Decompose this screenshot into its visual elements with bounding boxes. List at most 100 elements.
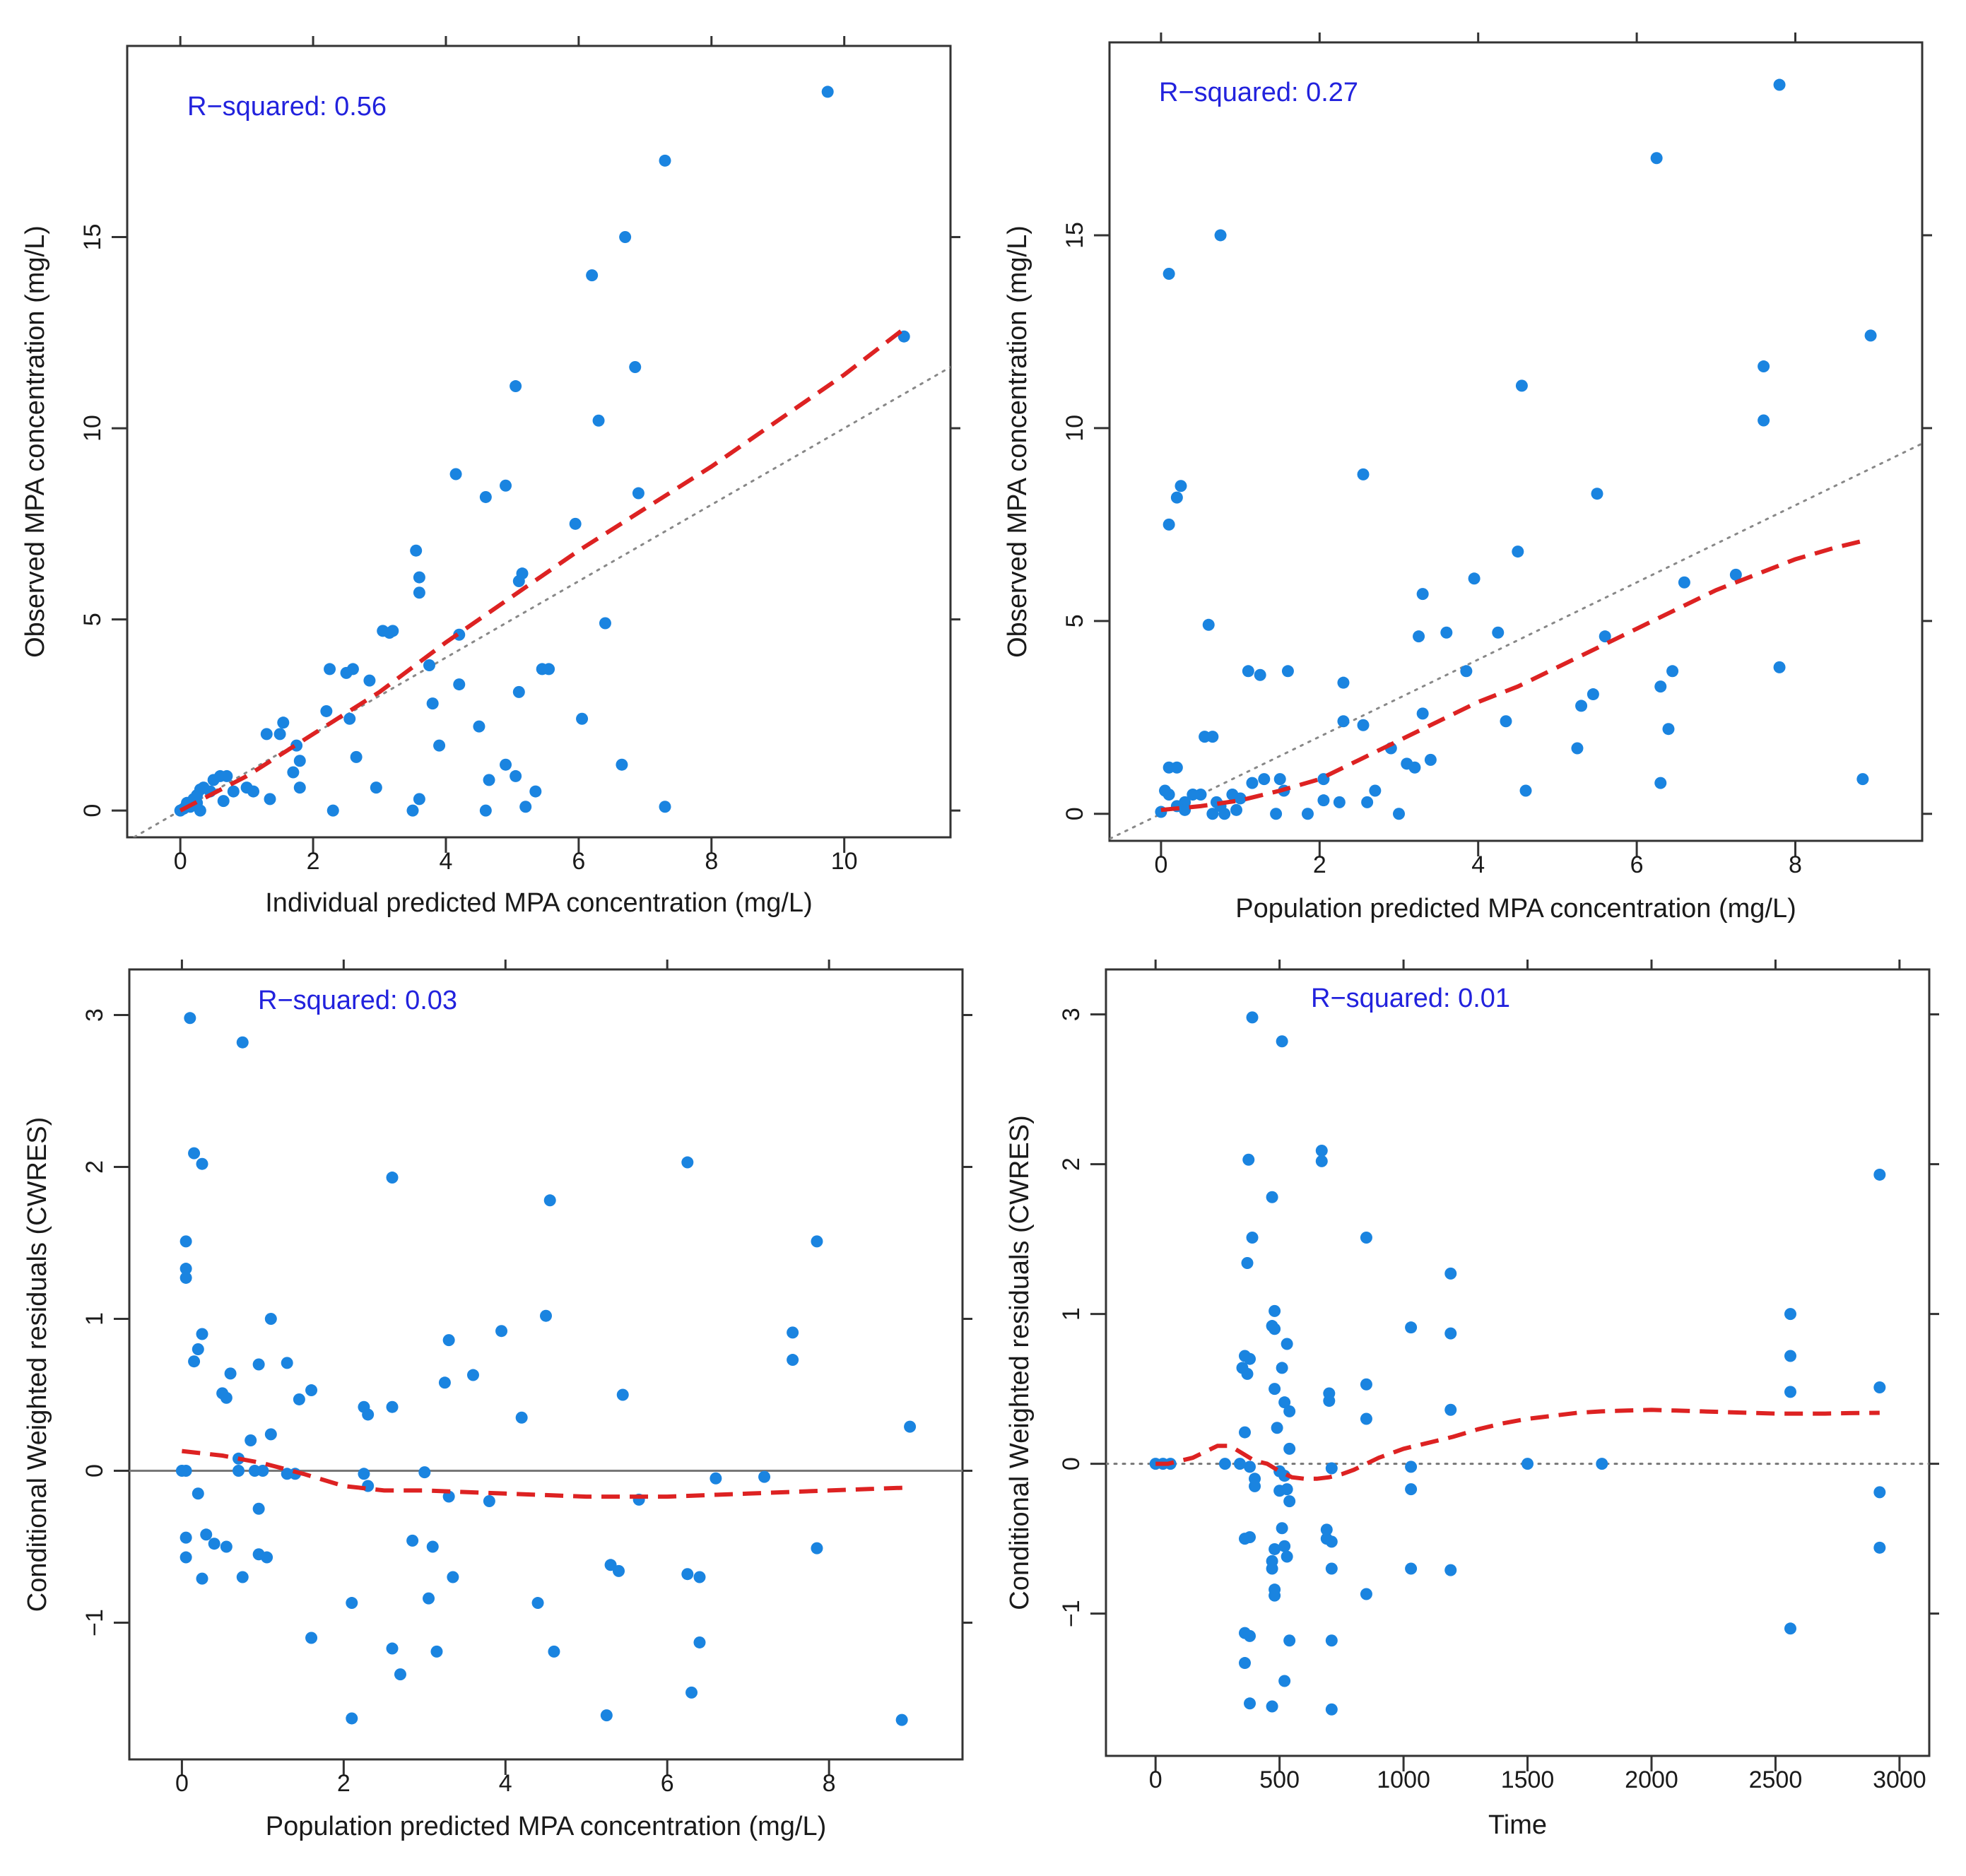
data-point [1444,1564,1457,1576]
data-point [529,785,542,798]
data-points [1155,78,1877,820]
data-point [1266,1191,1278,1203]
data-point [1218,1458,1231,1470]
data-point [1281,665,1294,678]
y-tick-label: 3 [81,1008,108,1022]
data-point [232,1465,245,1477]
data-point [1244,1629,1256,1642]
data-point [1214,229,1227,242]
data-point [1337,676,1350,689]
data-point [616,1388,629,1401]
x-tick-label: 2000 [1625,1766,1678,1793]
y-tick-label: 0 [1061,807,1088,820]
data-point [1405,1461,1418,1473]
data-point [1269,1542,1281,1555]
plot-frame [126,45,952,839]
data-point [343,712,356,725]
data-point [1500,715,1512,728]
smooth-line [1160,538,1868,813]
data-point [821,85,834,98]
data-point [188,1355,201,1368]
y-axis-title: Conditional Weighted residuals (CWRES) [23,1117,52,1612]
x-tick-label: 500 [1259,1766,1300,1793]
y-tick-label: −1 [81,1609,108,1636]
data-point [1315,1145,1328,1157]
panel-pred: 0 2 4 6 8 0 5 10 15 Population predicted MPA conc… [1003,33,1932,924]
data-point [1369,784,1382,797]
y-tick-label: 1 [1058,1307,1085,1321]
data-point [1357,719,1370,731]
data-point [264,793,276,806]
data-point [442,1490,455,1503]
x-tick-label: 8 [1789,851,1802,878]
panel-ipred: 0 2 4 6 8 10 0 5 10 15 Individual predicted MPA co… [20,36,960,918]
data-point [281,1357,293,1369]
data-point [510,769,522,782]
x-tick-label: 0 [174,848,187,875]
data-point [540,1309,552,1322]
x-tick-label: 4 [440,848,453,875]
data-point [1333,796,1346,808]
data-point [1856,773,1869,786]
smooth-line [1155,1408,1880,1481]
r-squared-annotation: R−squared: 0.56 [187,92,387,122]
data-point [1591,488,1603,500]
data-point [1266,1700,1278,1713]
data-point [510,380,522,393]
r-squared-annotation: R−squared: 0.27 [1159,78,1358,107]
data-point [1242,665,1254,678]
data-point [264,1313,277,1325]
data-point [200,1528,213,1541]
data-point [483,774,495,786]
data-point [423,1592,435,1605]
data-point [433,739,446,752]
data-point [362,1408,375,1421]
data-point [1273,773,1286,786]
data-point [787,1326,799,1339]
data-point [787,1354,799,1367]
data-point [192,1343,204,1355]
data-point [1194,788,1207,801]
data-point [252,1502,265,1515]
data-point [179,1531,192,1544]
data-point [1239,1426,1252,1439]
x-tick-label: 8 [823,1770,836,1797]
data-point [346,1712,358,1725]
x-tick-label: 6 [661,1770,674,1797]
data-point [1444,1403,1457,1416]
data-point [207,774,220,786]
data-point [1360,1231,1372,1244]
data-point [543,663,555,676]
data-point [252,1358,265,1371]
data-point [1873,1486,1886,1499]
data-point [500,479,512,492]
data-point [1361,796,1374,808]
panel-cwres-pred: 0 2 4 6 8 −1 0 1 2 3 Population predicted MPA conc… [23,960,972,1841]
data-point [1269,1589,1281,1602]
data-point [1249,1480,1261,1492]
data-point [1873,1541,1886,1554]
data-point [1317,794,1330,807]
data-point [1162,518,1175,531]
data-point [179,1263,192,1275]
x-axis-title: Population predicted MPA concentration (… [266,1812,827,1841]
x-tick-label: 2500 [1749,1766,1803,1793]
data-point [1315,1155,1328,1167]
data-points [1149,1011,1886,1716]
data-point [449,468,462,480]
data-point [220,1540,232,1553]
data-point [287,766,300,779]
data-point [1325,1562,1338,1575]
data-point [1179,803,1191,816]
data-point [196,1572,208,1585]
y-tick-label: 2 [81,1160,108,1174]
data-point [1405,1321,1418,1334]
data-point [358,1468,370,1480]
data-point [363,674,376,687]
x-tick-label: 10 [831,848,858,875]
data-point [326,804,339,817]
data-point [324,663,336,676]
data-point [1244,1530,1256,1543]
data-point [1873,1381,1886,1393]
data-point [1512,545,1524,558]
